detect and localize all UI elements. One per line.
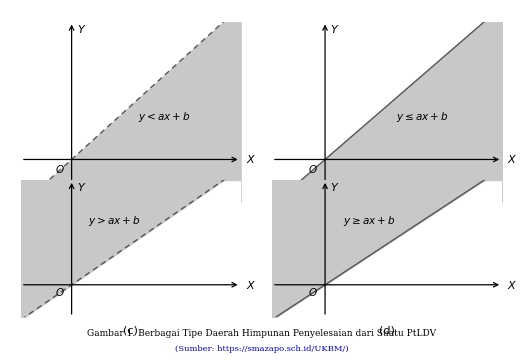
Text: $O$: $O$ <box>308 286 317 298</box>
Text: (a): (a) <box>123 212 139 222</box>
Text: $Y$: $Y$ <box>331 181 340 193</box>
Text: (c): (c) <box>123 325 138 335</box>
Text: $X$: $X$ <box>507 279 518 291</box>
Text: $y \geq ax + b$: $y \geq ax + b$ <box>343 214 395 228</box>
Text: $Y$: $Y$ <box>77 181 86 193</box>
Text: $Y$: $Y$ <box>77 23 86 35</box>
Text: $y \leq ax + b$: $y \leq ax + b$ <box>396 111 449 124</box>
Text: $y > ax + b$: $y > ax + b$ <box>88 214 140 228</box>
Text: $O$: $O$ <box>308 163 317 175</box>
Text: $O$: $O$ <box>55 163 65 175</box>
Text: $X$: $X$ <box>246 279 256 291</box>
Text: (d): (d) <box>379 325 395 335</box>
Text: (Sumber: https://smazapo.sch.id/UKBM/): (Sumber: https://smazapo.sch.id/UKBM/) <box>175 345 348 353</box>
Text: $X$: $X$ <box>246 153 256 166</box>
Text: $Y$: $Y$ <box>331 23 340 35</box>
Text: Gambar 1. Berbagai Tipe Daerah Himpunan Penyelesaian dari Suatu PtLDV: Gambar 1. Berbagai Tipe Daerah Himpunan … <box>87 328 436 338</box>
Text: (b): (b) <box>379 212 395 222</box>
Text: $O$: $O$ <box>55 286 65 298</box>
Text: $y < ax + b$: $y < ax + b$ <box>138 111 191 124</box>
Text: $X$: $X$ <box>507 153 518 166</box>
